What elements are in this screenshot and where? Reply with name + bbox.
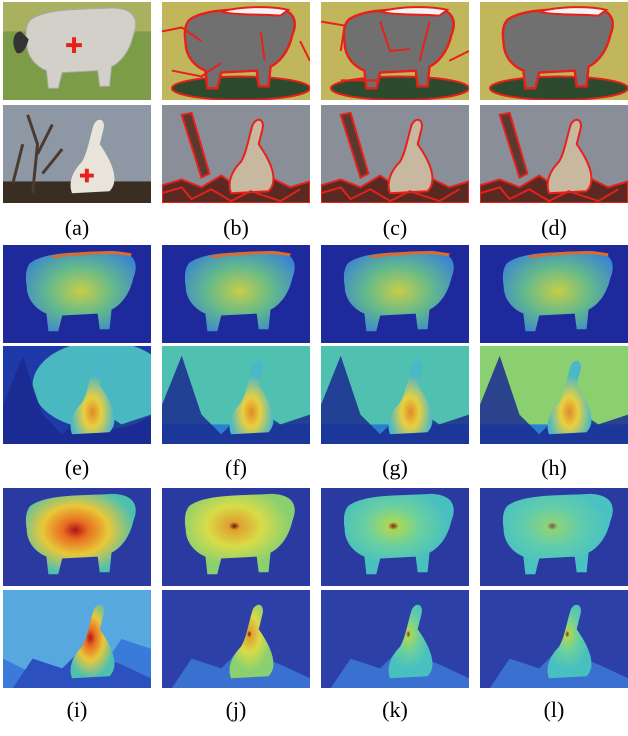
image-panel (480, 105, 628, 203)
figure: (a) (b) (c) (d) (e) (f) (g) (h) (i) (j) (k) (l) (0, 0, 628, 736)
subfigure-label: (d) (541, 215, 567, 240)
page: {"labels": ["(a)", "(b)", "(c)", "(d)", … (0, 0, 628, 736)
image-panel (162, 590, 310, 688)
image-panel (162, 488, 310, 586)
subfigure-label: (l) (544, 697, 565, 722)
subfigure-label: (k) (382, 697, 408, 722)
image-panel (162, 105, 310, 203)
image-panel (3, 2, 151, 100)
subfigure-label: (b) (223, 215, 249, 240)
subfigure-label: (a) (65, 215, 89, 240)
image-panel (480, 488, 628, 586)
subfigure-label: (f) (225, 455, 247, 480)
image-panel (480, 590, 628, 688)
image-panel (321, 346, 469, 444)
subfigure-label: (c) (383, 215, 407, 240)
image-panel (480, 245, 628, 343)
image-panel (3, 488, 151, 586)
subfigure-label: (g) (382, 455, 408, 480)
image-panel (321, 245, 469, 343)
subfigure-label: (h) (541, 455, 567, 480)
image-panel (321, 2, 469, 100)
image-panel (162, 2, 310, 100)
image-panel (321, 488, 469, 586)
image-panel (162, 245, 310, 343)
image-panel (3, 245, 151, 343)
image-panel (3, 105, 151, 203)
image-panel (321, 105, 469, 203)
image-panel (321, 590, 469, 688)
seg-ground (490, 76, 628, 100)
image-panel (480, 346, 628, 444)
image-panel (3, 341, 171, 444)
image-panel (162, 346, 310, 444)
subfigure-label: (j) (226, 697, 247, 722)
image-panel (480, 2, 628, 100)
image-panel (3, 590, 151, 688)
subfigure-label: (e) (65, 455, 89, 480)
subfigure-label: (i) (67, 697, 88, 722)
seg-ground (172, 76, 310, 100)
